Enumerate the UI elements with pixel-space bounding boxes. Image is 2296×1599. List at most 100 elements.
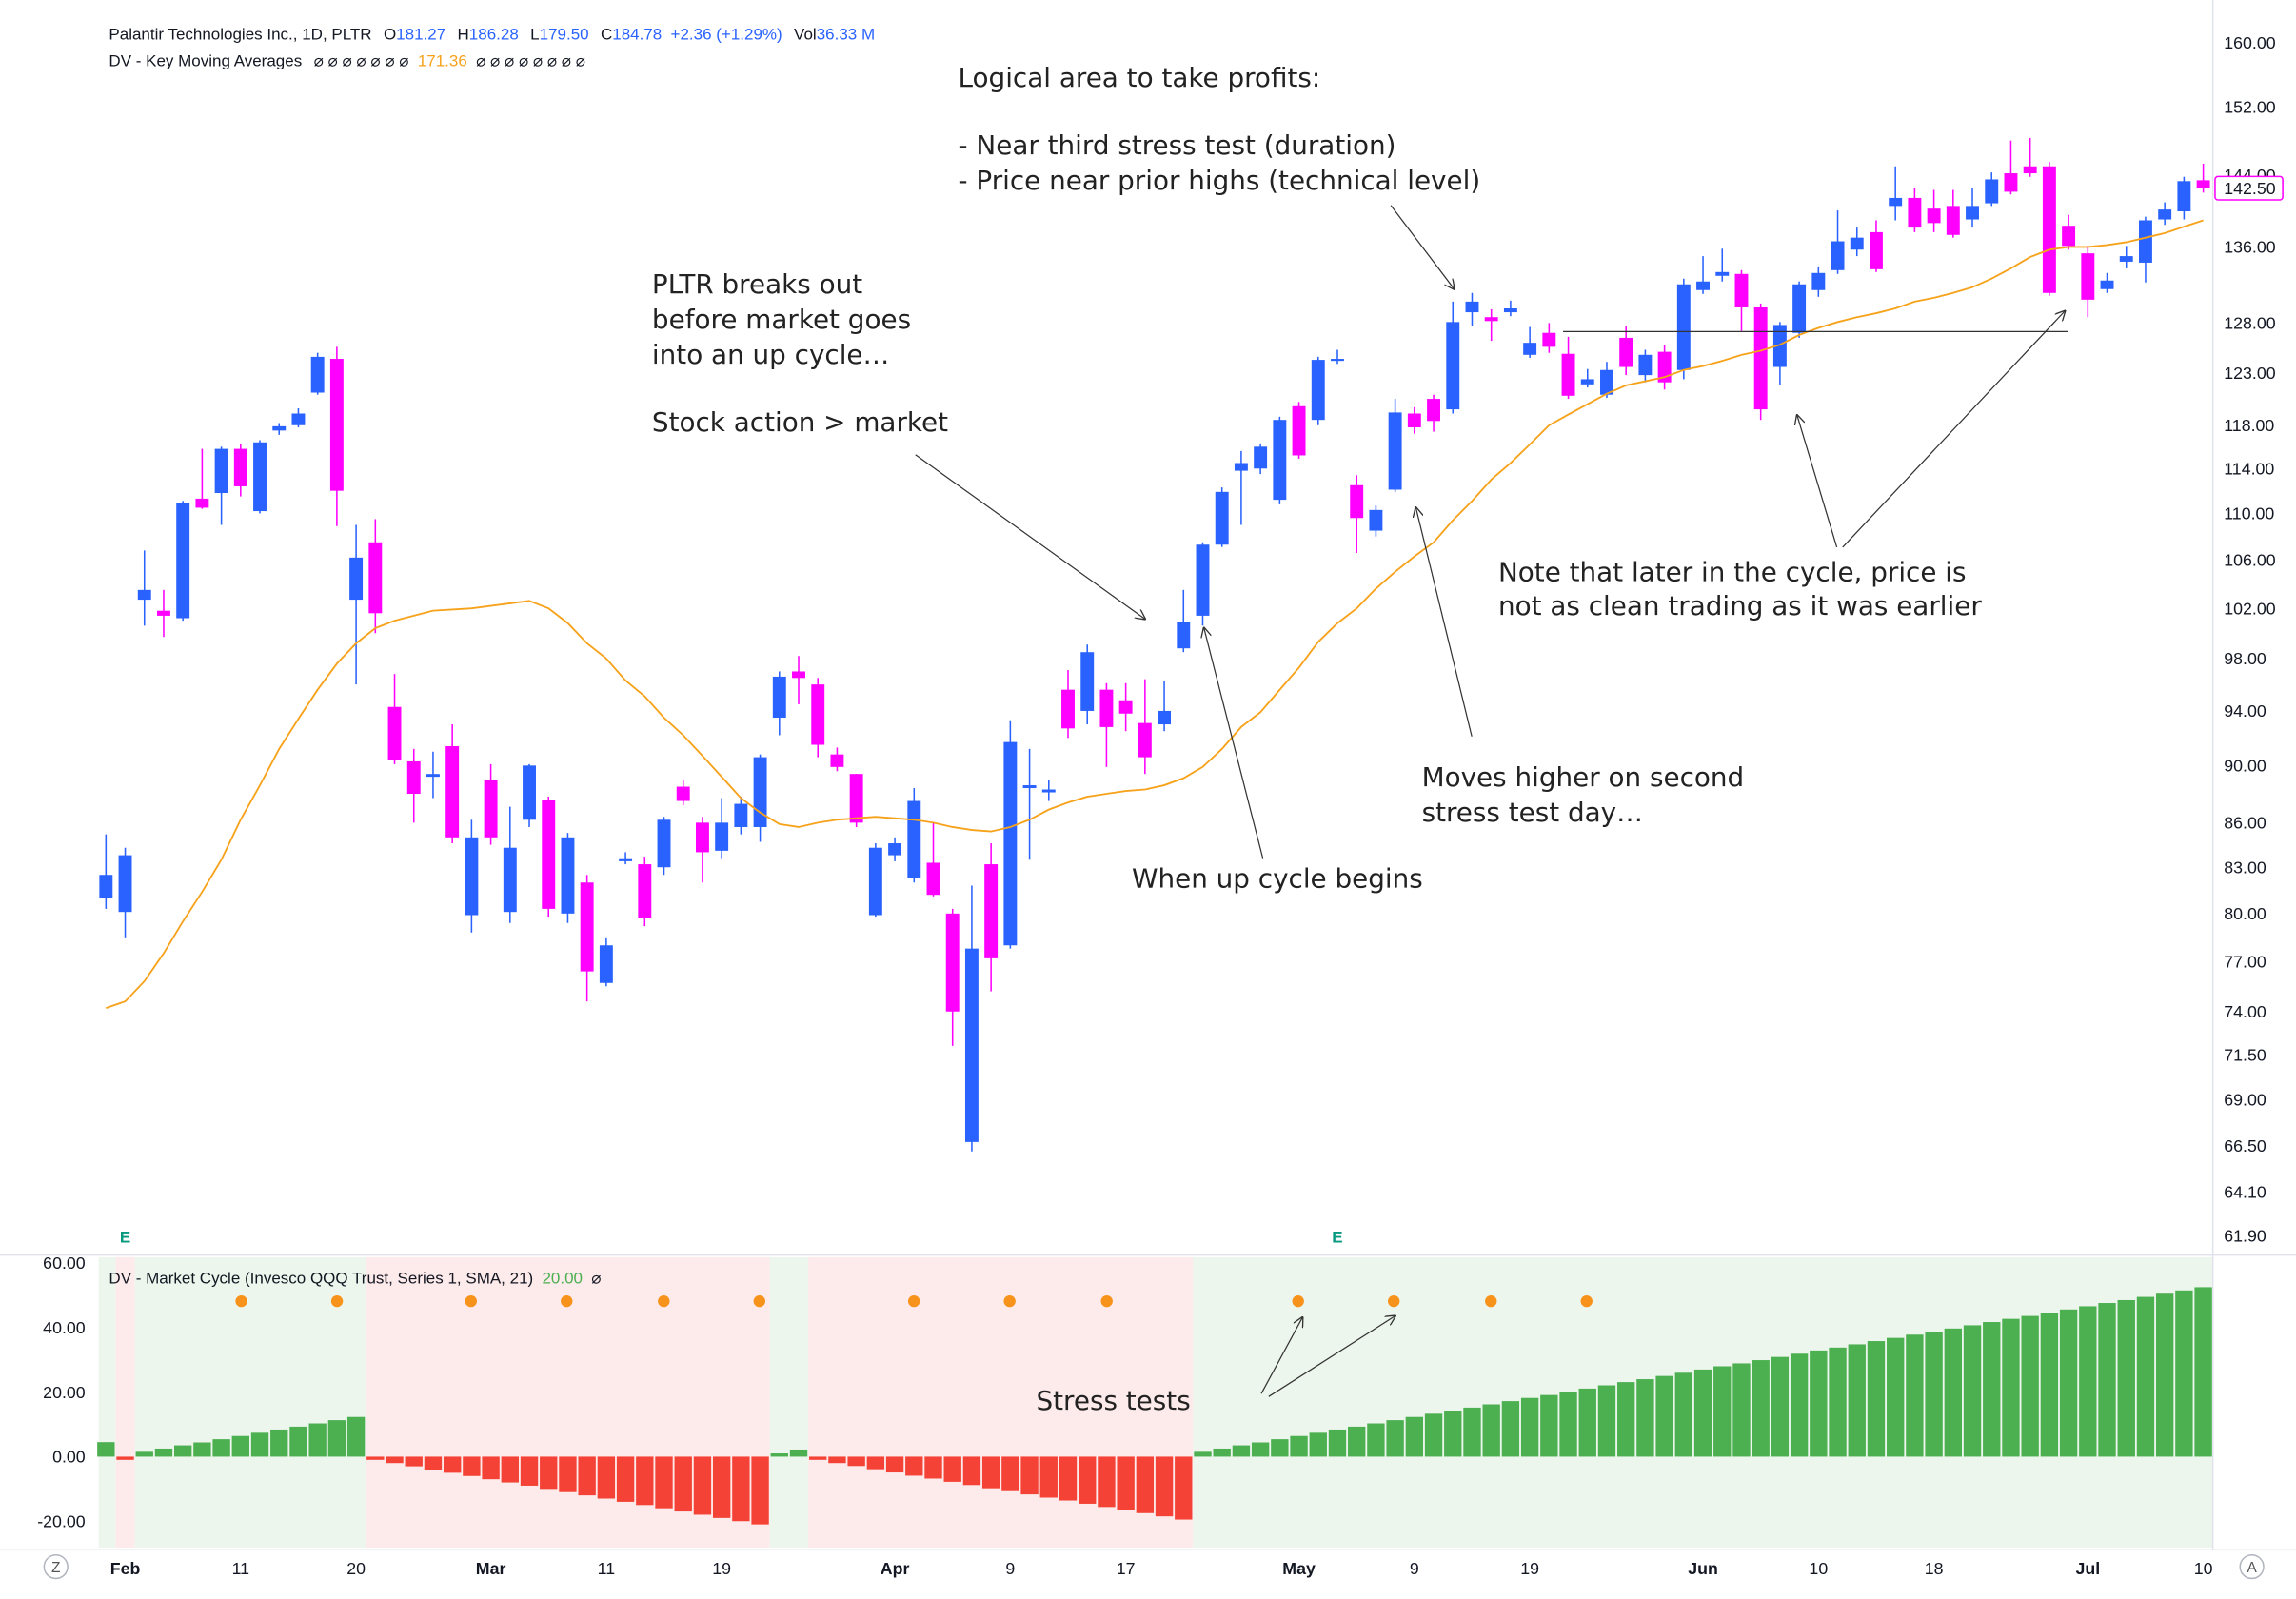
- candle-body: [926, 862, 940, 896]
- cycle-bar: [943, 1456, 961, 1482]
- candle-body: [1484, 317, 1498, 322]
- y-tick-label: 90.00: [2224, 757, 2266, 776]
- cycle-bar: [1367, 1423, 1385, 1457]
- candle-body: [214, 448, 228, 494]
- cycle-bar: [905, 1456, 923, 1476]
- corner-button-label: A: [2247, 1560, 2257, 1576]
- annotation: - Price near prior highs (technical leve…: [959, 165, 1481, 196]
- candle-body: [2004, 173, 2018, 192]
- y-tick-label: 118.00: [2224, 416, 2274, 435]
- x-tick-label: 19: [1520, 1559, 1539, 1578]
- cycle-bar: [2117, 1299, 2135, 1457]
- candle-body: [2100, 280, 2114, 289]
- cycle-bar: [751, 1456, 769, 1525]
- cycle-bar: [1348, 1426, 1366, 1457]
- corner-button[interactable]: A: [2239, 1553, 2265, 1580]
- cycle-bar: [1271, 1439, 1289, 1457]
- ohlc-value: 184.78: [612, 26, 662, 44]
- corner-button[interactable]: Z: [43, 1553, 69, 1580]
- ma-symbols: ⌀ ⌀ ⌀ ⌀ ⌀ ⌀ ⌀: [314, 51, 409, 69]
- stress-dot: [1003, 1294, 1016, 1308]
- candle-body: [1215, 491, 1229, 545]
- candle-body: [1638, 354, 1653, 376]
- cycle-bar: [578, 1456, 596, 1496]
- cycle-bar: [1578, 1388, 1596, 1457]
- candle-body: [1118, 700, 1133, 714]
- candle-body: [1099, 689, 1114, 727]
- cycle-bar: [2079, 1306, 2097, 1457]
- volume-value: 36.33 M: [817, 26, 875, 44]
- arrow: [1204, 628, 1264, 859]
- candle-body: [1061, 689, 1075, 729]
- cycle-bar: [1136, 1456, 1155, 1513]
- x-tick-label: 11: [232, 1559, 249, 1578]
- candle-body: [1831, 241, 1845, 270]
- stress-dot: [658, 1294, 670, 1308]
- candle-body: [1966, 206, 1979, 220]
- y-tick-label: 61.90: [2224, 1227, 2266, 1246]
- candle-body: [1292, 405, 1306, 456]
- x-tick-label: 10: [2194, 1559, 2213, 1578]
- cycle-bar: [1117, 1456, 1135, 1510]
- candle-body: [1407, 413, 1421, 427]
- y-tick-label: 94.00: [2224, 701, 2266, 721]
- x-tick-label: Feb: [110, 1559, 141, 1578]
- candle-body: [349, 557, 364, 601]
- cycle-bar: [250, 1432, 269, 1457]
- indicator-tick-label: 0.00: [52, 1448, 86, 1467]
- candle-body: [329, 359, 344, 491]
- cycle-shading: [115, 1256, 135, 1549]
- x-tick-label: Apr: [881, 1559, 910, 1578]
- cycle-bar: [1501, 1401, 1520, 1457]
- candle-body: [1158, 710, 1172, 725]
- indicator-tick-label: -20.00: [37, 1511, 86, 1530]
- candle-body: [1985, 179, 1999, 204]
- cycle-bar: [1405, 1416, 1424, 1457]
- candle-body: [1465, 301, 1479, 313]
- candle-body: [1022, 785, 1037, 789]
- stress-dot: [1580, 1294, 1593, 1308]
- cycle-bar: [1752, 1360, 1770, 1457]
- y-tick-label: 106.00: [2224, 551, 2276, 570]
- candle-body: [1734, 273, 1749, 307]
- cycle-bar: [308, 1423, 327, 1457]
- cycle-bar: [1810, 1350, 1828, 1457]
- y-tick-label: 86.00: [2224, 814, 2266, 833]
- candle-body: [1041, 789, 1056, 793]
- cycle-bar: [770, 1453, 788, 1457]
- annotation: PLTR breaks out: [652, 268, 862, 300]
- stress-dot: [1100, 1294, 1113, 1308]
- candle-body: [118, 855, 132, 913]
- candle-body: [715, 822, 729, 851]
- cycle-bar: [616, 1456, 635, 1502]
- candle-body: [2062, 226, 2076, 247]
- candle-body: [580, 882, 594, 972]
- cycle-bar: [1559, 1392, 1577, 1457]
- y-tick-label: 98.00: [2224, 649, 2266, 668]
- candle-body: [1696, 281, 1710, 290]
- cycle-bar: [1886, 1337, 1905, 1457]
- last-price-box: [2214, 175, 2284, 201]
- ma-legend: DV - Key Moving Averages ⌀ ⌀ ⌀ ⌀ ⌀ ⌀ ⌀ 171…: [109, 51, 585, 69]
- candle-body: [137, 589, 151, 601]
- candle-body: [561, 837, 575, 914]
- x-tick-label: 11: [598, 1559, 615, 1578]
- indicator-symbol: ⌀: [591, 1270, 601, 1288]
- x-tick-label: 20: [346, 1559, 366, 1578]
- y-tick-label: 123.00: [2224, 364, 2276, 383]
- candle-body: [619, 858, 633, 861]
- cycle-bar: [1001, 1456, 1019, 1491]
- candle-body: [387, 706, 402, 760]
- cycle-bar: [1059, 1456, 1078, 1501]
- cycle-bar: [2021, 1315, 2039, 1457]
- candle-body: [1811, 272, 1826, 290]
- ohlc-value: 179.50: [540, 26, 589, 44]
- candle-body: [406, 760, 421, 795]
- stress-dot: [1485, 1294, 1497, 1308]
- candle-body: [426, 774, 440, 778]
- cycle-bar: [1463, 1407, 1481, 1457]
- cycle-bar: [424, 1456, 443, 1470]
- cycle-bar: [1790, 1353, 1809, 1457]
- y-tick-label: 77.00: [2224, 952, 2266, 971]
- annotation: Logical area to take profits:: [959, 62, 1321, 93]
